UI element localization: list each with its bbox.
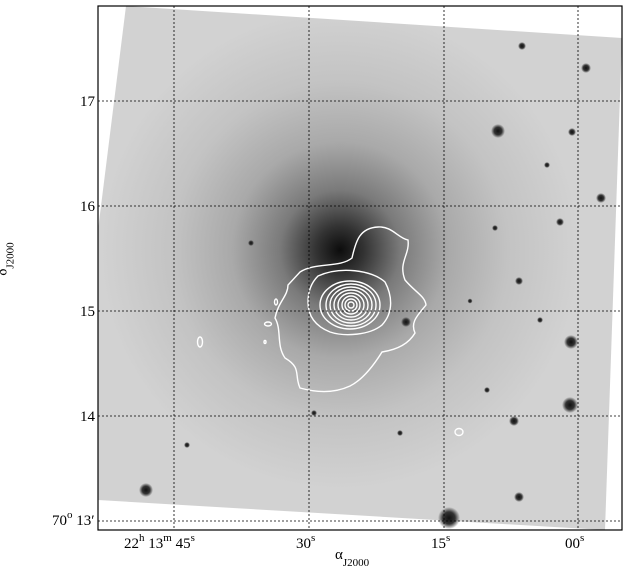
contour-7: [337, 292, 365, 318]
star-marker: [596, 193, 606, 203]
star-marker: [514, 492, 524, 502]
hour-symbol: h: [139, 532, 145, 544]
y-tick-label: 14: [80, 409, 95, 425]
minute-symbol: ′: [91, 513, 95, 529]
second-symbol: s: [580, 532, 585, 544]
star-marker: [484, 387, 490, 393]
dec-minutes: 13: [76, 513, 92, 529]
minute-symbol: m: [163, 532, 172, 544]
star-marker: [139, 483, 153, 497]
contour-8: [341, 295, 361, 315]
star-marker: [564, 335, 578, 349]
star-marker: [562, 397, 578, 413]
field-stars: [139, 42, 606, 529]
x-tick-label-first: 22h 13m 45s: [124, 533, 195, 552]
star-marker: [467, 298, 473, 304]
contour-blob: [273, 298, 279, 306]
star-marker: [537, 317, 543, 323]
star-marker: [248, 240, 254, 246]
contour-3: [319, 280, 381, 330]
star-marker: [492, 225, 498, 231]
star-marker: [397, 430, 403, 436]
contour-2: [307, 269, 392, 336]
y-tick-label: 16: [80, 199, 95, 215]
star-marker: [568, 128, 576, 136]
intensity-contours: [196, 226, 464, 437]
contour-6: [333, 289, 369, 321]
star-marker: [556, 218, 564, 226]
contour-outer: [274, 226, 427, 393]
degree-symbol: o: [67, 509, 73, 521]
y-tick-label: 15: [80, 304, 95, 320]
star-marker: [518, 42, 526, 50]
contour-blob: [196, 336, 204, 348]
ra-seconds: 30: [296, 536, 311, 552]
ra-seconds: 15: [431, 536, 446, 552]
contour-5: [329, 286, 373, 324]
dec-degrees: 70: [52, 513, 67, 529]
second-symbol: s: [311, 532, 316, 544]
x-axis-title: αJ2000: [335, 547, 370, 569]
star-marker: [184, 442, 190, 448]
x-tick-label: 30s: [296, 533, 315, 552]
star-marker: [491, 124, 505, 138]
contour-blob: [263, 321, 273, 327]
star-marker: [515, 277, 523, 285]
contour-4: [325, 283, 377, 327]
epoch-subscript: J2000: [4, 242, 17, 269]
plot-frame: [97, 5, 623, 531]
star-marker: [438, 507, 460, 529]
epoch-subscript: J2000: [342, 557, 370, 569]
star-marker: [509, 416, 519, 426]
star-marker: [544, 162, 550, 168]
second-symbol: s: [190, 532, 195, 544]
star-marker: [401, 317, 411, 327]
alpha-symbol: α: [335, 547, 343, 563]
ra-seconds: 00: [565, 536, 580, 552]
coordinate-grid: [98, 6, 622, 530]
star-marker: [581, 63, 591, 73]
image-footprint: [98, 6, 622, 530]
x-tick-label: 15s: [431, 533, 450, 552]
delta-symbol: δ: [0, 269, 11, 276]
x-tick-label: 00s: [565, 533, 584, 552]
second-symbol: s: [446, 532, 451, 544]
star-marker: [311, 410, 317, 416]
ra-minutes: 13: [148, 536, 164, 552]
ra-hours: 22: [124, 536, 139, 552]
contour-10: [347, 301, 355, 309]
y-axis-title: δJ2000: [0, 242, 17, 276]
contour-blob: [454, 427, 464, 437]
y-tick-label-corner: 70o 13′: [52, 510, 95, 529]
ra-seconds: 45: [175, 536, 191, 552]
y-tick-label: 17: [80, 94, 95, 110]
contour-blob: [263, 339, 267, 345]
